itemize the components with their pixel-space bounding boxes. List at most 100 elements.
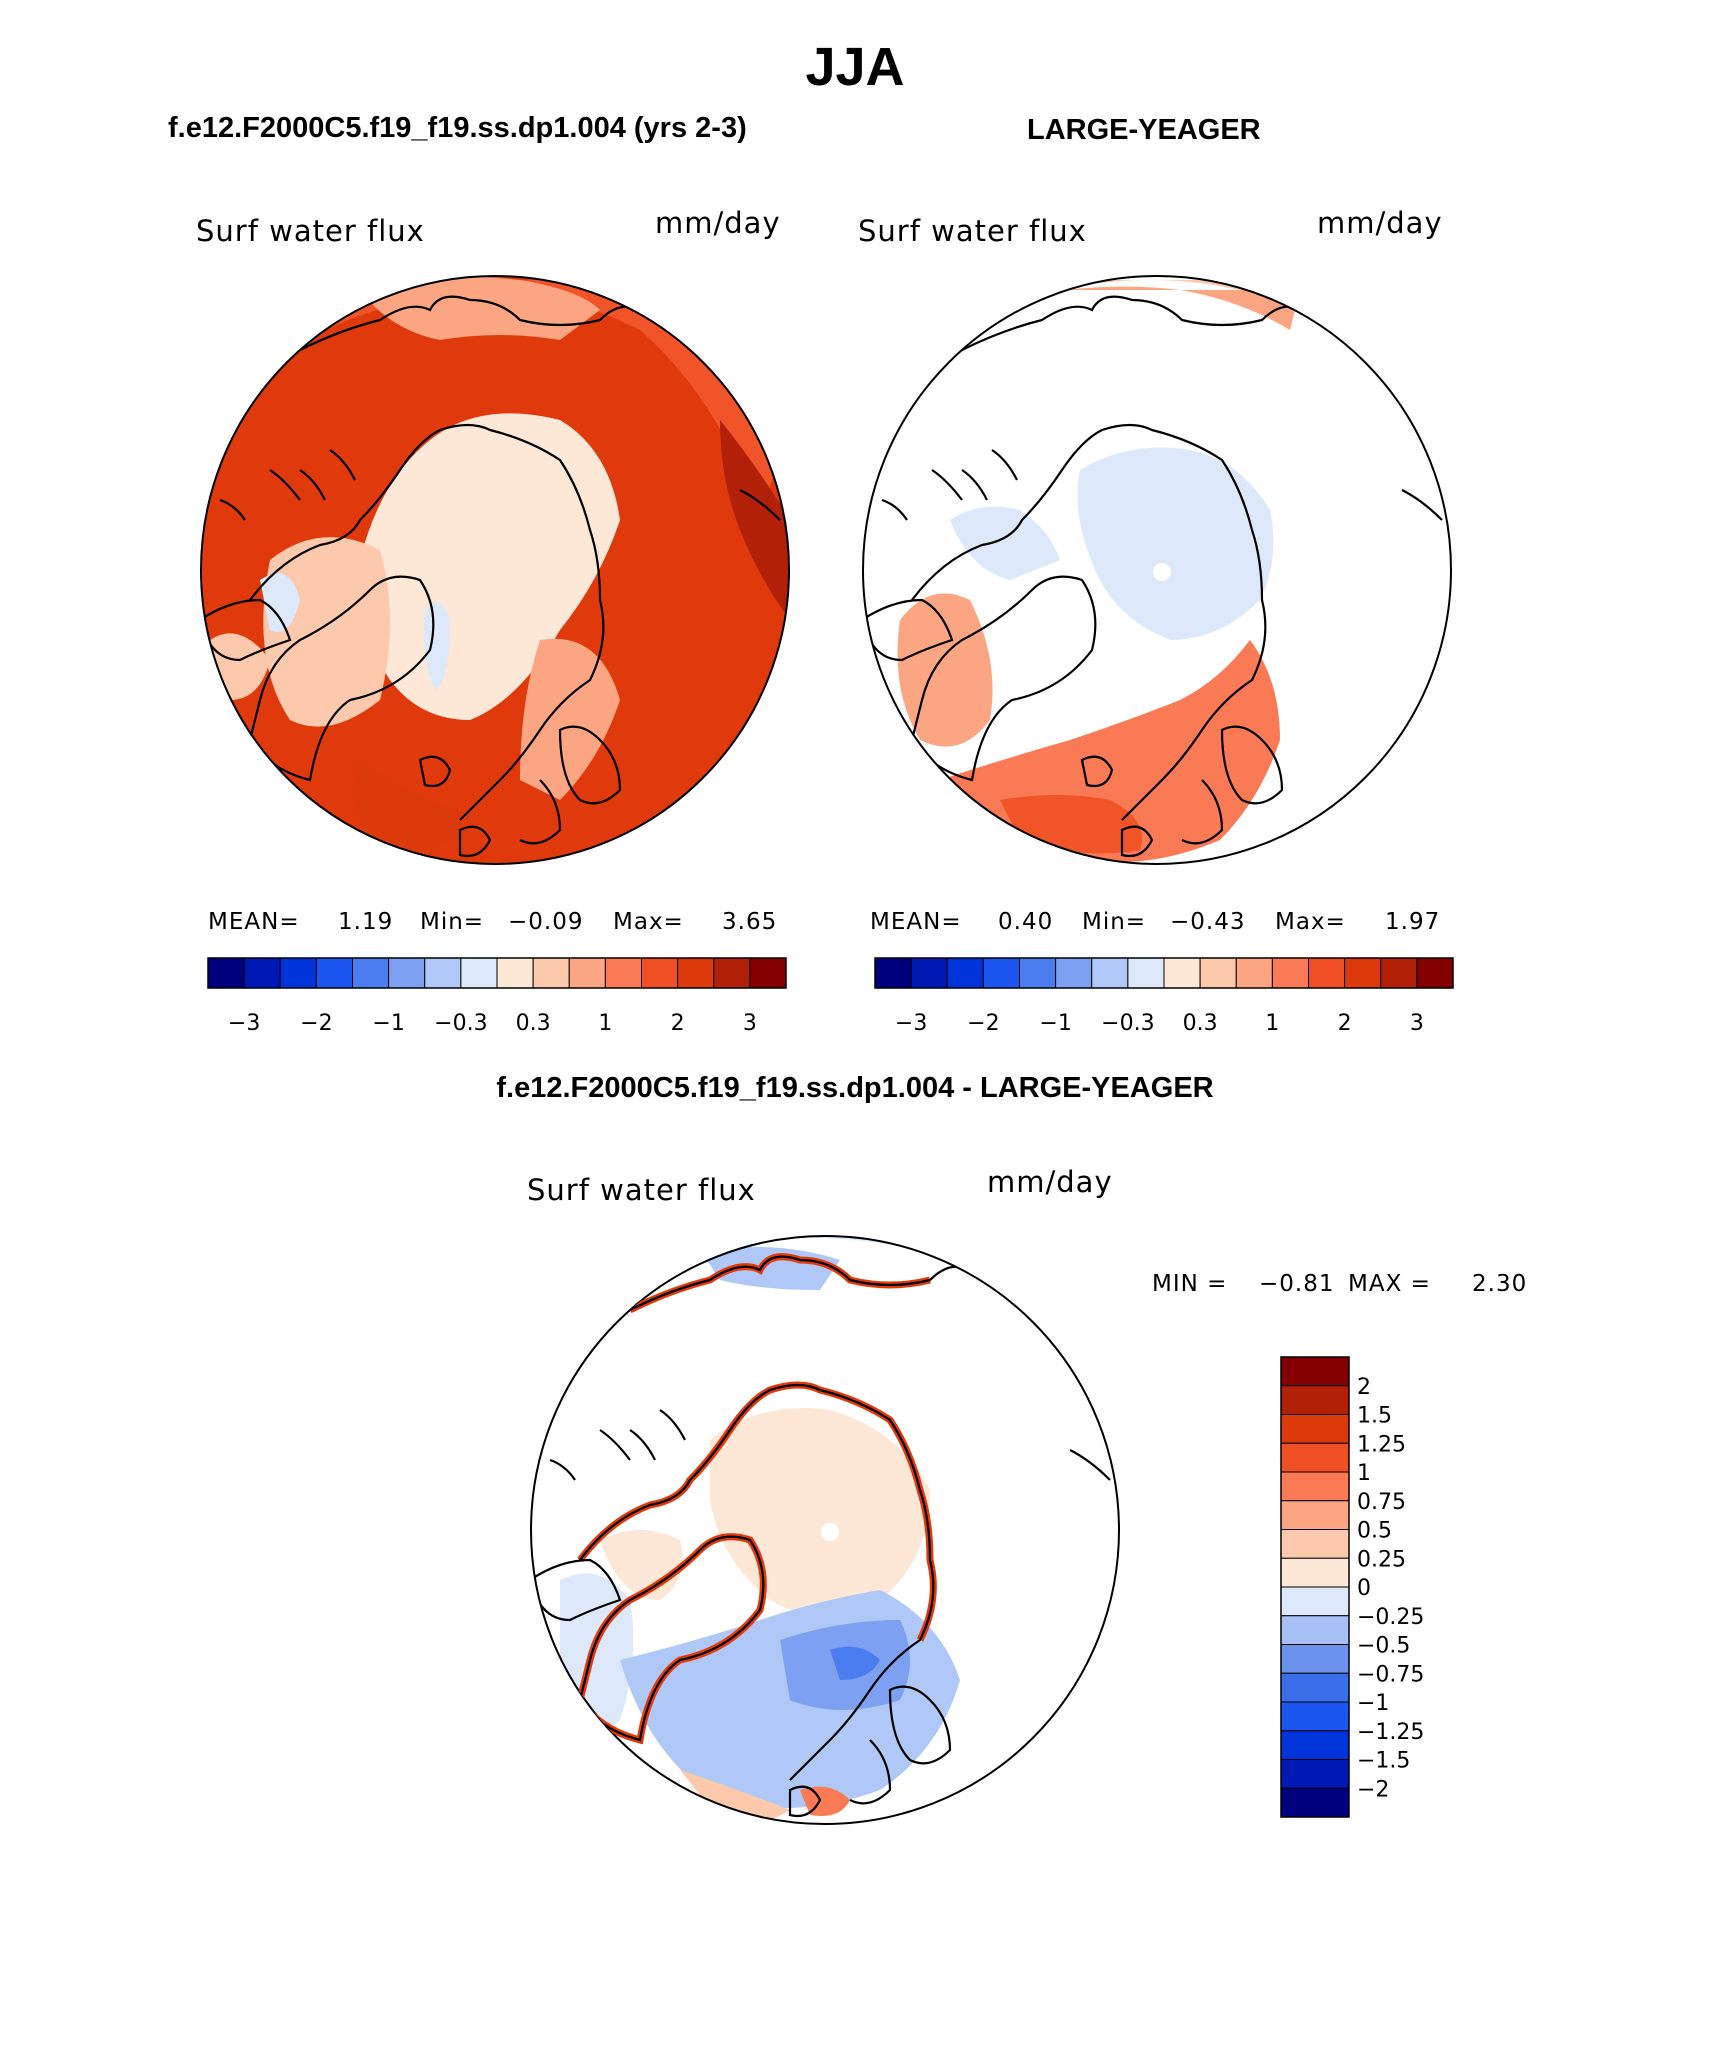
right-pole-marker xyxy=(1153,563,1171,581)
right-colorbar-tick: −0.3 xyxy=(1101,1011,1154,1036)
left-polar-map xyxy=(201,276,789,864)
right-colorbar-box xyxy=(1019,957,1057,989)
diff-colorbar-tick: 0.75 xyxy=(1357,1490,1406,1515)
right-colorbar-box xyxy=(874,957,912,989)
left-colorbar-box xyxy=(749,957,787,989)
right-colorbar-box xyxy=(982,957,1020,989)
right-colorbar-box xyxy=(946,957,984,989)
diff-colorbar-box xyxy=(1280,1356,1350,1387)
left-colorbar-box xyxy=(532,957,570,989)
left-max-label: Max= xyxy=(613,909,684,935)
diff-colorbar-box xyxy=(1280,1414,1350,1444)
left-colorbar-box xyxy=(496,957,534,989)
diff-colorbar-box xyxy=(1280,1730,1350,1760)
right-colorbar-box xyxy=(1344,957,1382,989)
right-colorbar-tick: 3 xyxy=(1410,1011,1424,1036)
left-colorbar-box xyxy=(424,957,462,989)
diff-colorbar-tick: 1.25 xyxy=(1357,1432,1406,1457)
diff-panel-case-title: f.e12.F2000C5.f19_f19.ss.dp1.004 - LARGE… xyxy=(496,1072,1214,1104)
left-colorbar-tick: 0.3 xyxy=(516,1011,551,1036)
right-map-border xyxy=(862,275,1452,865)
diff-colorbar-box xyxy=(1280,1500,1350,1530)
right-colorbar-tick: 0.3 xyxy=(1183,1011,1218,1036)
left-colorbar-box xyxy=(352,957,390,989)
diff-colorbar-box xyxy=(1280,1586,1350,1617)
diff-colorbar-tick: −1 xyxy=(1357,1691,1389,1716)
right-colorbar-box xyxy=(910,957,948,989)
diff-colorbar-tick: 2 xyxy=(1357,1375,1371,1400)
diff-colorbar-box xyxy=(1280,1759,1350,1789)
right-colorbar: −3 −2 −1 −0.3 0.3 1 2 3 xyxy=(874,957,1454,1036)
right-colorbar-box xyxy=(1091,957,1129,989)
left-colorbar-tick: −2 xyxy=(300,1011,332,1036)
diff-colorbar-tick: −2 xyxy=(1357,1777,1389,1802)
left-colorbar-tick: 2 xyxy=(671,1011,685,1036)
left-max-value: 3.65 xyxy=(722,909,778,935)
diff-colorbar-box xyxy=(1280,1644,1350,1674)
left-mean-value: 1.19 xyxy=(338,909,394,935)
left-colorbar-tick: −0.3 xyxy=(434,1011,487,1036)
diff-colorbar-box xyxy=(1280,1701,1350,1732)
right-min-label: Min= xyxy=(1082,909,1147,935)
diff-colorbar-box xyxy=(1280,1529,1350,1559)
right-colorbar-box xyxy=(1271,957,1309,989)
left-colorbar-box xyxy=(388,957,426,989)
right-colorbar-box xyxy=(1127,957,1165,989)
diff-colorbar-box xyxy=(1280,1787,1350,1818)
right-colorbar-tick: 1 xyxy=(1265,1011,1279,1036)
left-colorbar-box xyxy=(315,957,353,989)
left-colorbar-box xyxy=(207,957,245,989)
left-colorbar: −3 −2 −1 −0.3 0.3 1 2 3 xyxy=(207,957,787,1036)
right-colorbar-box xyxy=(1308,957,1346,989)
left-colorbar-box xyxy=(604,957,642,989)
diff-colorbar-box xyxy=(1280,1672,1350,1703)
left-mean-label: MEAN= xyxy=(208,909,300,935)
diff-colorbar-box xyxy=(1280,1471,1350,1502)
right-colorbar-tick: −3 xyxy=(895,1011,927,1036)
left-colorbar-box xyxy=(677,957,715,989)
diff-colorbar-tick: −0.25 xyxy=(1357,1605,1424,1630)
right-panel-case-title: LARGE-YEAGER xyxy=(1027,114,1261,146)
left-variable-label: Surf water flux xyxy=(196,214,425,248)
diff-colorbar-tick: −0.75 xyxy=(1357,1662,1424,1687)
diff-colorbar-box xyxy=(1280,1557,1350,1588)
right-colorbar-box xyxy=(1199,957,1237,989)
diff-colorbar-tick: 0 xyxy=(1357,1576,1371,1601)
diff-colorbar-tick: −1.5 xyxy=(1357,1749,1410,1774)
diff-pole-marker xyxy=(821,1523,839,1541)
left-colorbar-tick: −3 xyxy=(228,1011,260,1036)
left-colorbar-box xyxy=(641,957,679,989)
left-colorbar-box xyxy=(460,957,498,989)
diff-max-label: MAX = xyxy=(1348,1271,1431,1297)
right-colorbar-box xyxy=(1055,957,1093,989)
diff-colorbar-tick: −1.25 xyxy=(1357,1720,1424,1745)
diff-colorbar-tick: −0.5 xyxy=(1357,1634,1410,1659)
left-colorbar-box xyxy=(713,957,751,989)
right-colorbar-tick: −1 xyxy=(1039,1011,1071,1036)
diff-max-value: 2.30 xyxy=(1472,1271,1528,1297)
left-panel-case-title: f.e12.F2000C5.f19_f19.ss.dp1.004 (yrs 2-… xyxy=(168,112,747,144)
right-colorbar-tick: −2 xyxy=(967,1011,999,1036)
left-min-label: Min= xyxy=(420,909,485,935)
right-colorbar-tick: 2 xyxy=(1338,1011,1352,1036)
diff-colorbar-tick: 0.25 xyxy=(1357,1547,1406,1572)
right-colorbar-box xyxy=(1380,957,1418,989)
diff-min-value: −0.81 xyxy=(1259,1271,1335,1297)
left-colorbar-tick: −1 xyxy=(372,1011,404,1036)
left-map-border xyxy=(200,275,790,865)
right-max-value: 1.97 xyxy=(1385,909,1441,935)
right-max-label: Max= xyxy=(1275,909,1346,935)
left-units-label: mm/day xyxy=(655,206,781,240)
diff-min-label: MIN = xyxy=(1152,1271,1228,1297)
diff-colorbar-box xyxy=(1280,1615,1350,1645)
right-variable-label: Surf water flux xyxy=(858,214,1087,248)
diff-colorbar-tick: 0.5 xyxy=(1357,1519,1392,1544)
left-colorbar-box xyxy=(568,957,606,989)
right-colorbar-box xyxy=(1235,957,1273,989)
right-units-label: mm/day xyxy=(1317,206,1443,240)
diff-colorbar-box xyxy=(1280,1385,1350,1415)
diff-map-border xyxy=(530,1235,1120,1825)
right-colorbar-box xyxy=(1416,957,1454,989)
right-min-value: −0.43 xyxy=(1170,909,1246,935)
